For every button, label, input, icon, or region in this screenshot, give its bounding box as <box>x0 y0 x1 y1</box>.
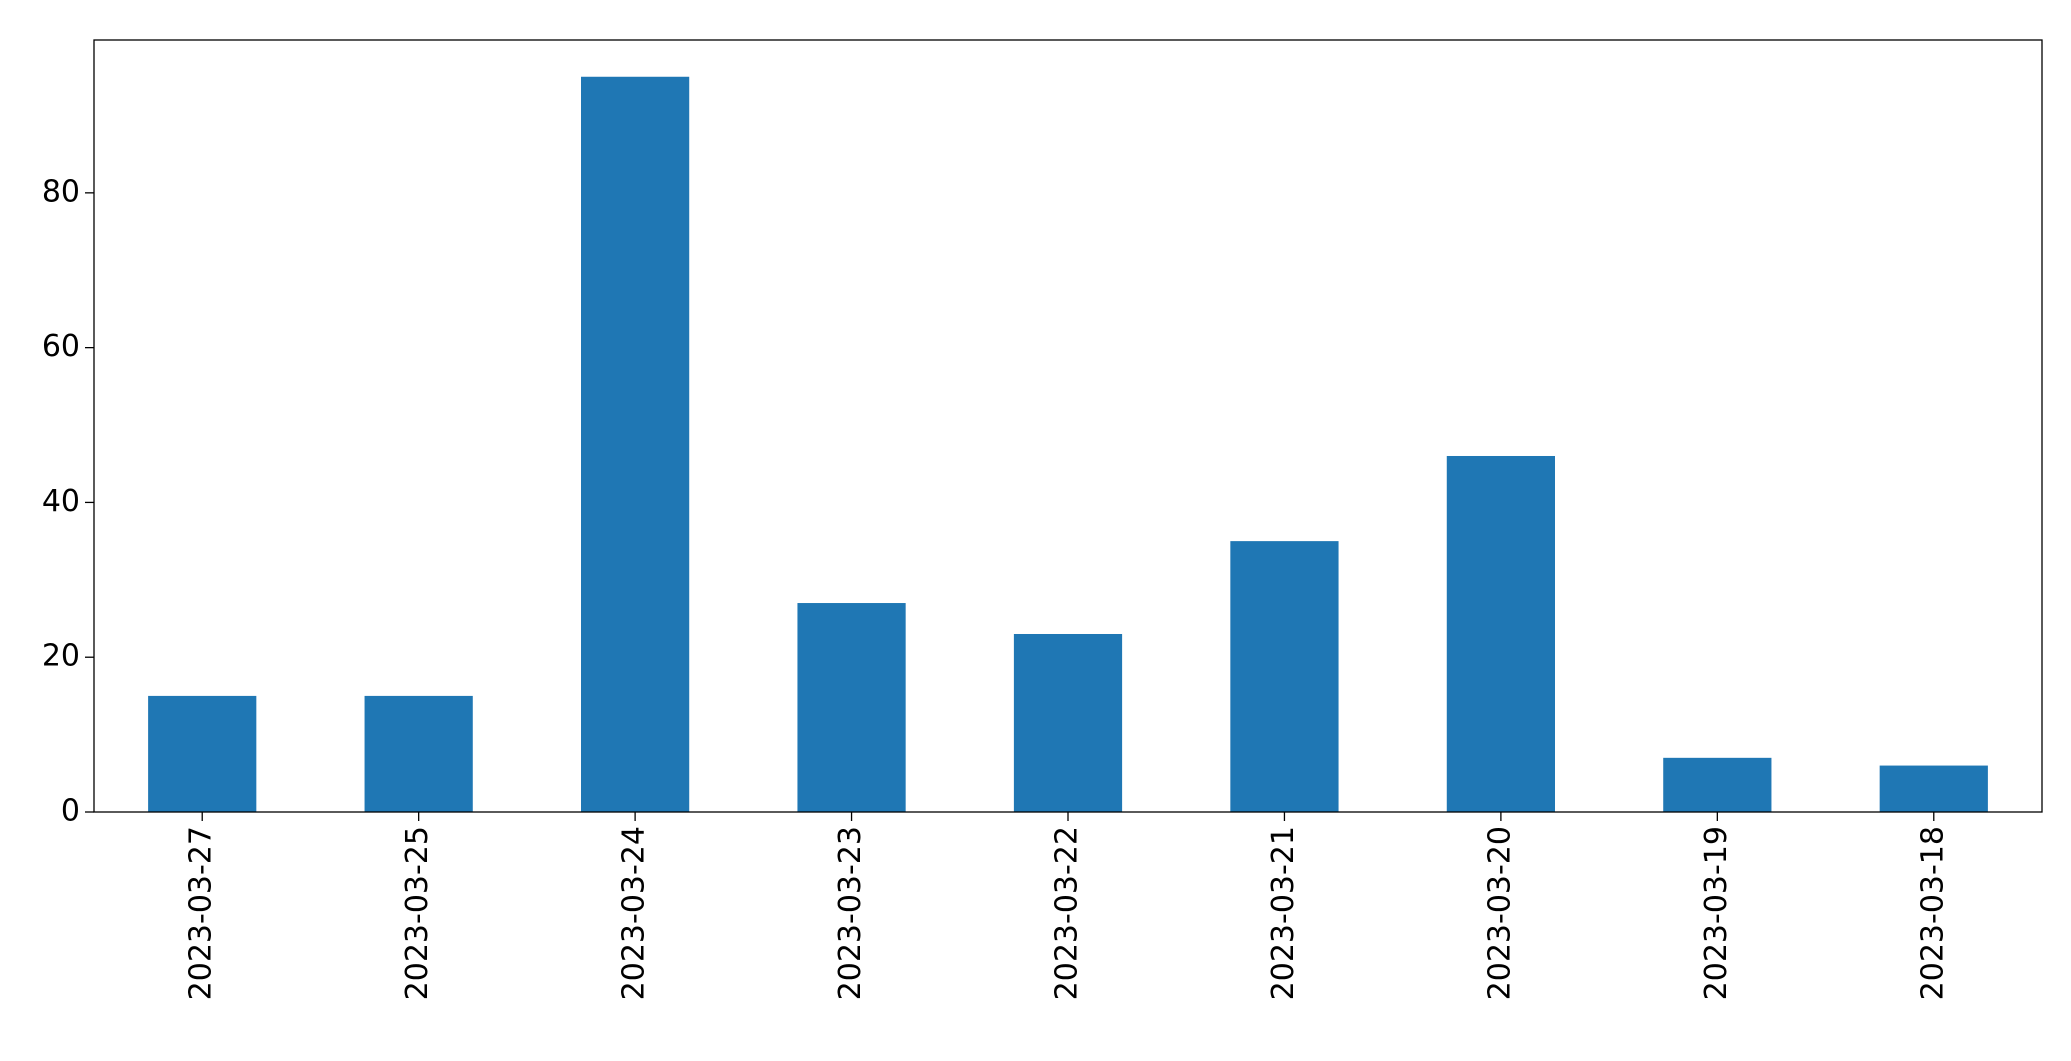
bar <box>797 603 906 812</box>
y-tick-label: 80 <box>42 174 80 209</box>
x-tick-label: 2023-03-24 <box>617 826 652 1000</box>
bar <box>581 76 690 812</box>
x-tick-label: 2023-03-27 <box>184 826 219 1000</box>
x-tick-label: 2023-03-21 <box>1266 826 1301 1000</box>
y-tick-label: 0 <box>61 794 80 829</box>
y-tick-label: 40 <box>42 484 80 519</box>
y-tick-label: 60 <box>42 329 80 364</box>
axes-frame <box>93 39 2043 813</box>
y-tick-label: 20 <box>42 639 80 674</box>
bar <box>1879 765 1988 812</box>
bar <box>1230 541 1339 812</box>
x-tick-label: 2023-03-20 <box>1482 826 1517 1000</box>
bar <box>364 695 473 812</box>
x-tick-label: 2023-03-23 <box>833 826 868 1000</box>
x-tick-label: 2023-03-22 <box>1050 826 1085 1000</box>
x-tick-label: 2023-03-19 <box>1699 826 1734 1000</box>
bar <box>1446 455 1555 812</box>
bar <box>1013 633 1123 812</box>
bar <box>1663 757 1772 812</box>
x-tick-label: 2023-03-18 <box>1915 826 1950 1000</box>
bar <box>148 695 257 812</box>
x-tick-label: 2023-03-25 <box>400 826 435 1000</box>
